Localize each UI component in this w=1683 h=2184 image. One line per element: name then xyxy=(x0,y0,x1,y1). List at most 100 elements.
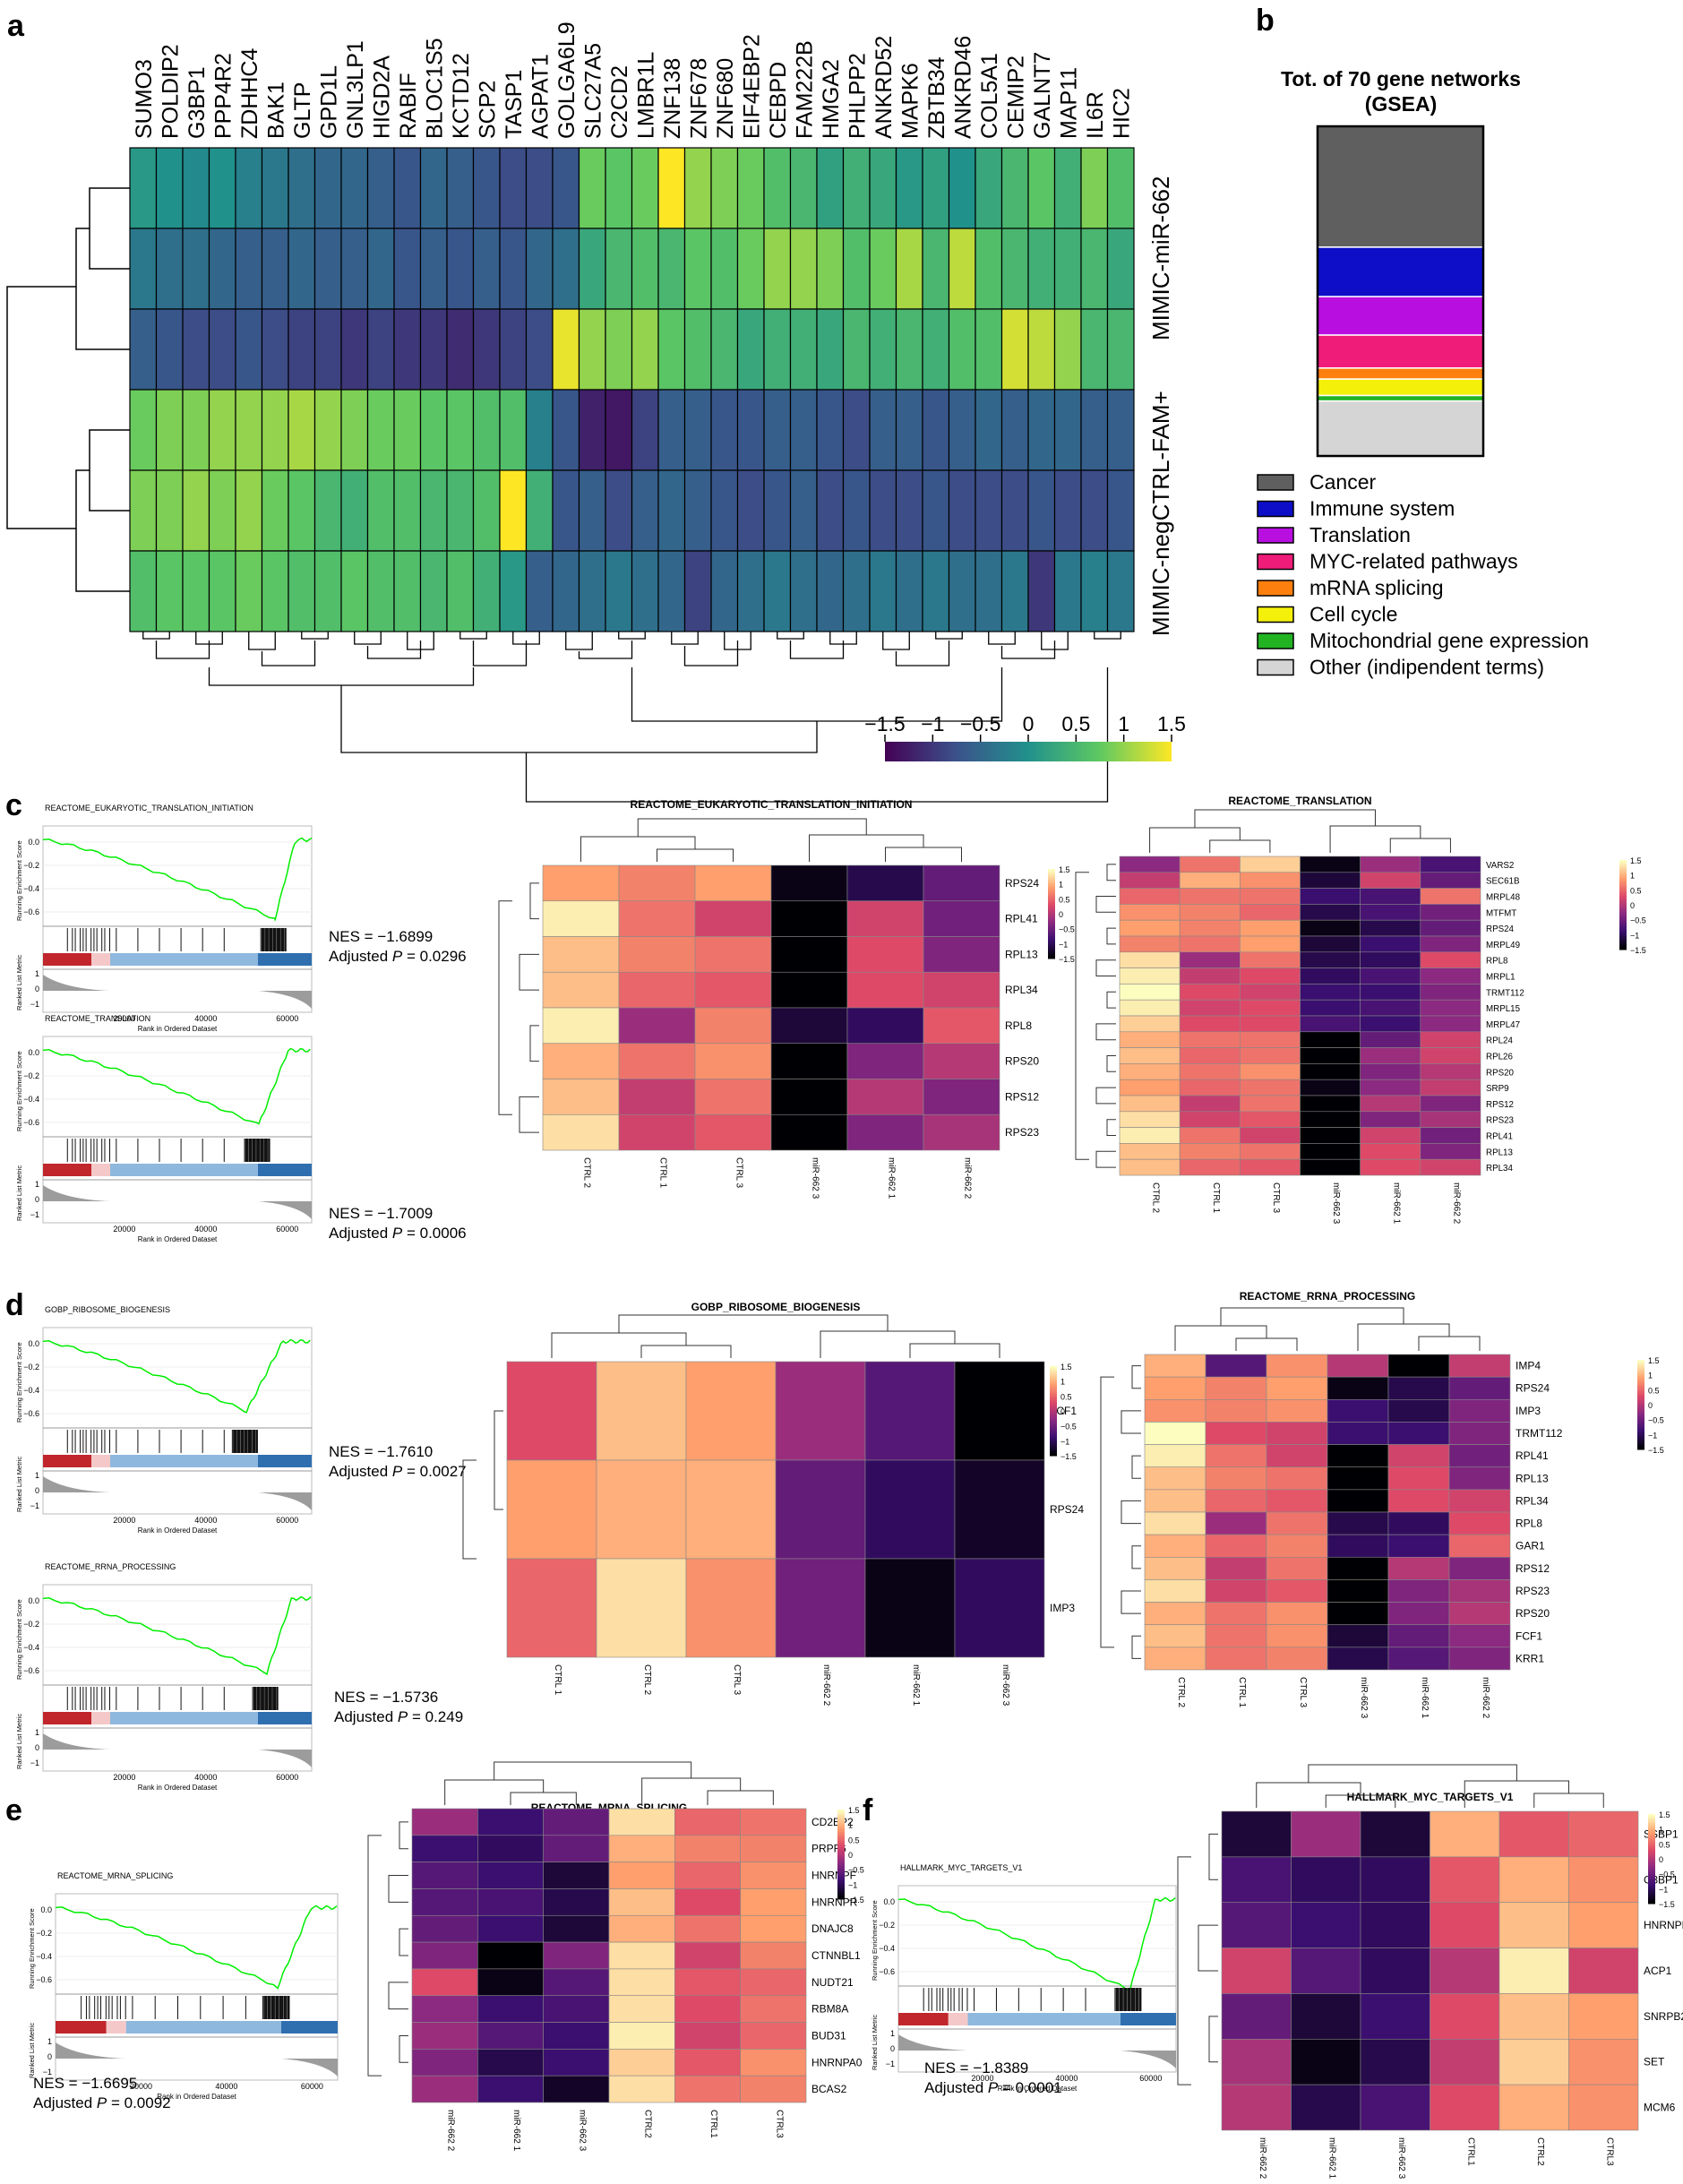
panel-a-cell xyxy=(869,147,897,229)
rank-bar-pos xyxy=(43,1455,91,1467)
panel-a-cell xyxy=(366,308,395,391)
heatmap-cell xyxy=(770,1007,848,1045)
heatmap-row-label: RPL8 xyxy=(1516,1518,1542,1530)
rank-axis-label: Ranked List Metric xyxy=(15,1457,23,1512)
colorbar-tick: −1.5 xyxy=(864,712,905,735)
colorbar-tick: 1 xyxy=(1118,712,1129,735)
x-tick: 60000 xyxy=(301,2082,323,2091)
panel-a-cell xyxy=(446,469,475,552)
panel-a-cell xyxy=(208,550,236,632)
heatmap-cell xyxy=(1420,935,1481,953)
heatmap-cell xyxy=(1205,1444,1267,1468)
panel-a-cell xyxy=(340,228,369,310)
panel-a-cell xyxy=(499,228,528,310)
heatmap-colorbar-tick: −1 xyxy=(1060,1437,1069,1446)
heatmap-cell xyxy=(1420,951,1481,968)
panel-a-cell xyxy=(605,228,633,310)
panel-a-cell xyxy=(393,389,422,471)
heatmap-cell xyxy=(1266,1422,1328,1445)
rank-tick: −1 xyxy=(30,1758,39,1767)
heatmap-cell xyxy=(1568,1856,1639,1904)
heatmap-cell xyxy=(1300,1031,1361,1048)
heatmap-cell xyxy=(674,1941,741,1970)
panel-a-cell xyxy=(975,147,1003,229)
heatmap-row-label: RPL8 xyxy=(1005,1019,1032,1032)
gsea-plot-rrna-processing: REACTOME_RRNA_PROCESSING0.0−0.2−0.4−0.6R… xyxy=(15,1562,463,1792)
heatmap-cell xyxy=(1360,1810,1430,1858)
heatmap-row-dendrogram xyxy=(1177,1833,1218,2085)
panel-a-cell xyxy=(605,147,633,229)
heatmap-cell xyxy=(1420,967,1481,985)
gene-label: ZNF138 xyxy=(660,58,685,139)
panel-a-cell xyxy=(1027,469,1056,552)
heatmap-cell xyxy=(542,1007,620,1045)
panel-a-cell xyxy=(922,147,950,229)
heatmap-col-label: miR-662 2 xyxy=(1481,1677,1490,1719)
heatmap-cell xyxy=(1300,872,1361,889)
panel-a-cell xyxy=(657,389,686,471)
es-axis-label: Running Enrichment Score xyxy=(871,1900,879,1981)
x-tick: 40000 xyxy=(194,1773,217,1782)
x-tick: 60000 xyxy=(1139,2074,1162,2083)
heatmap-row-label: HNRNPA0 xyxy=(811,2056,863,2068)
heatmap-cell xyxy=(954,1558,1045,1658)
heatmap-cell xyxy=(608,1995,675,2023)
es-tick: 0.0 xyxy=(40,1905,52,1914)
heatmap-row-label: RPS12 xyxy=(1516,1562,1550,1575)
heatmap-cell xyxy=(1360,904,1421,921)
panel-a-cell xyxy=(129,389,158,471)
x-tick: 20000 xyxy=(971,2074,993,2083)
panel-a-cell xyxy=(472,389,501,471)
heatmap-cell xyxy=(1144,1354,1206,1378)
x-tick: 40000 xyxy=(215,2082,237,2091)
panel-a-cell xyxy=(657,228,686,310)
x-axis-label: Rank in Ordered Dataset xyxy=(138,1025,218,1033)
nes-value: NES = −1.6899 xyxy=(329,928,433,945)
heatmap-row-label: RPL34 xyxy=(1516,1494,1549,1507)
heatmap-cell xyxy=(674,1835,741,1862)
colorbar-tick: 0 xyxy=(1023,712,1035,735)
panel-a-cell xyxy=(605,469,633,552)
heatmap-cell xyxy=(608,1968,675,1997)
panel-a-cell xyxy=(895,389,923,471)
heatmap-colorbar-tick: 0.5 xyxy=(848,1836,860,1844)
heatmap-cell xyxy=(1387,1466,1450,1491)
panel-a-cell xyxy=(948,308,976,391)
heatmap-cell xyxy=(1240,904,1301,921)
gene-label: ZNF680 xyxy=(713,58,738,139)
heatmap-col-label: CTRL 3 xyxy=(734,1157,744,1189)
panel-a-cell xyxy=(763,147,792,229)
heatmap-cell xyxy=(1119,872,1181,889)
rank-axis-label: Ranked List Metric xyxy=(28,2023,36,2078)
group-label-mimic-negctrl: MIMIC-negCTRL-FAM+ xyxy=(1147,391,1174,636)
heatmap-colorbar-tick: −1.5 xyxy=(848,1896,864,1905)
heatmap-title: REACTOME_EUKARYOTIC_TRANSLATION_INITIATI… xyxy=(631,798,913,811)
heatmap-cell xyxy=(608,1888,675,1916)
heatmap-row-label: SRP9 xyxy=(1486,1084,1509,1094)
heatmap-cell xyxy=(1221,1948,1292,1994)
legend-swatch xyxy=(1257,580,1294,597)
heatmap-cell xyxy=(1144,1376,1206,1400)
heatmap-cell xyxy=(1360,1095,1421,1113)
panel-a-cell xyxy=(1053,469,1082,552)
heatmap-cell xyxy=(1420,984,1481,1001)
panel-a-cell xyxy=(683,469,712,552)
heatmap-colorbar-tick: −0.5 xyxy=(1630,916,1646,925)
heatmap-cell xyxy=(411,1941,478,1970)
panel-a-cell xyxy=(1053,308,1082,391)
heatmap-cell xyxy=(1119,1127,1181,1144)
heatmap-colorbar-tick: 1 xyxy=(848,1821,853,1830)
panel-a-cell xyxy=(472,147,501,229)
panel-a-cell xyxy=(552,550,580,632)
gsea-title: REACTOME_MRNA_SPLICING xyxy=(57,1871,173,1880)
es-tick: −0.6 xyxy=(36,1975,52,1984)
panel-a-cell xyxy=(552,469,580,552)
es-tick: −0.2 xyxy=(879,1921,895,1930)
heatmap-col-dendrogram xyxy=(580,818,962,862)
heatmap-cell xyxy=(411,2049,478,2077)
heatmap-cell xyxy=(1430,1810,1500,1858)
heatmap-cell xyxy=(1266,1398,1328,1423)
rank-tick: 1 xyxy=(35,1471,39,1480)
heatmap-cell xyxy=(1448,1647,1511,1671)
heatmap-ribosome-biogenesis: GOBP_RIBOSOME_BIOGENESISFCF1RPS24IMP3CTR… xyxy=(462,1301,1084,1707)
